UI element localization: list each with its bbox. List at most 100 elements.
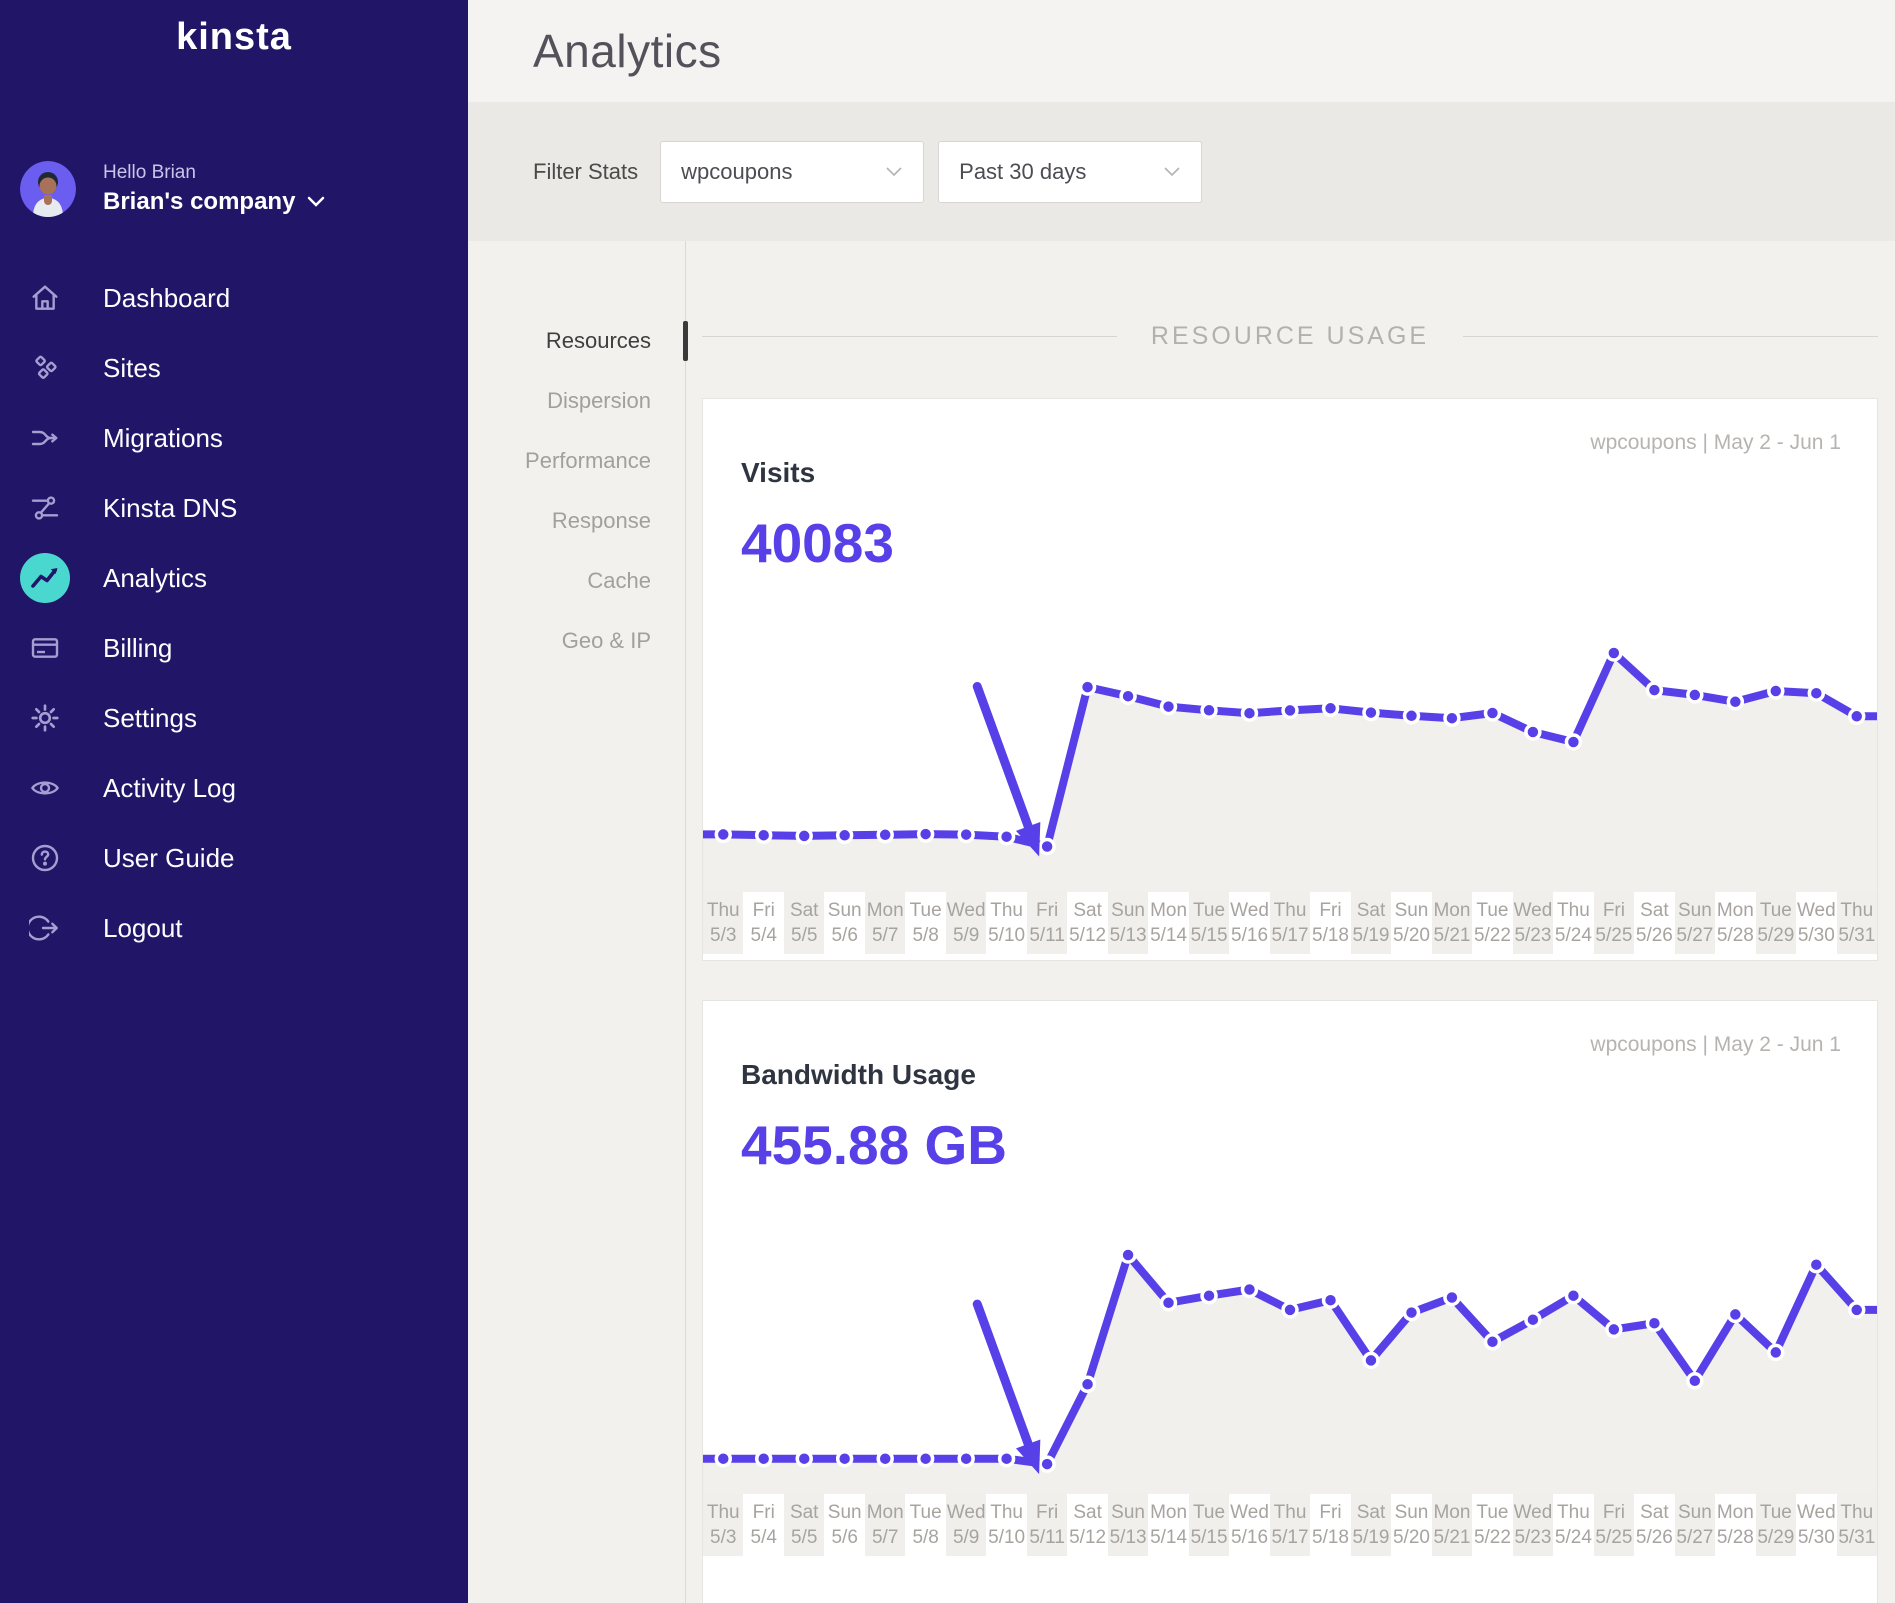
migrations-icon — [20, 413, 70, 463]
x-axis-label: Thu5/10 — [986, 892, 1026, 954]
bandwidth-line-chart — [703, 1191, 1877, 1494]
x-axis-label: Mon5/21 — [1432, 892, 1472, 954]
x-axis-label: Wed5/23 — [1513, 1494, 1553, 1556]
sidebar-item-label: Migrations — [103, 423, 223, 454]
subnav-item-geo-ip[interactable]: Geo & IP — [468, 619, 685, 663]
x-axis-label: Sun5/20 — [1391, 892, 1431, 954]
chevron-down-icon — [1163, 166, 1181, 177]
date-range-dropdown[interactable]: Past 30 days — [938, 141, 1202, 203]
x-axis-label: Mon5/21 — [1432, 1494, 1472, 1556]
x-axis-label: Wed5/23 — [1513, 892, 1553, 954]
bandwidth-total-value: 455.88 GB — [741, 1113, 1007, 1177]
sidebar-item-billing[interactable]: Billing — [0, 613, 468, 683]
date-range-dropdown-value: Past 30 days — [959, 159, 1086, 185]
visits-card: wpcoupons | May 2 - Jun 1 Visits 40083 T… — [702, 398, 1878, 961]
x-axis-label: Mon5/28 — [1715, 892, 1755, 954]
sidebar-item-label: Dashboard — [103, 283, 230, 314]
eye-icon — [20, 763, 70, 813]
sidebar-item-dashboard[interactable]: Dashboard — [0, 263, 468, 333]
x-axis-label: Tue5/15 — [1189, 1494, 1229, 1556]
visits-card-meta: wpcoupons | May 2 - Jun 1 — [1590, 431, 1841, 455]
x-axis-label: Sat5/26 — [1634, 1494, 1674, 1556]
x-axis-label: Fri5/18 — [1310, 1494, 1350, 1556]
x-axis-label: Wed5/9 — [946, 892, 986, 954]
x-axis-label: Fri5/25 — [1594, 892, 1634, 954]
x-axis-label: Sat5/19 — [1351, 1494, 1391, 1556]
sidebar-nav: Dashboard Sites Migrations — [0, 263, 468, 963]
sidebar-item-settings[interactable]: Settings — [0, 683, 468, 753]
x-axis-label: Fri5/11 — [1027, 892, 1067, 954]
sidebar-item-activity-log[interactable]: Activity Log — [0, 753, 468, 823]
sidebar-item-label: Settings — [103, 703, 197, 734]
x-axis-label: Sat5/12 — [1067, 1494, 1107, 1556]
chevron-down-icon[interactable] — [307, 196, 325, 208]
x-axis-label: Sun5/13 — [1108, 892, 1148, 954]
x-axis-label: Fri5/4 — [743, 892, 783, 954]
sidebar-item-kinsta-dns[interactable]: Kinsta DNS — [0, 473, 468, 543]
sidebar-item-label: Sites — [103, 353, 161, 384]
site-dropdown[interactable]: wpcoupons — [660, 141, 924, 203]
sidebar-item-analytics[interactable]: Analytics — [0, 543, 468, 613]
x-axis-label: Fri5/11 — [1027, 1494, 1067, 1556]
x-axis-label: Sun5/6 — [824, 1494, 864, 1556]
heading-rule-right — [1463, 336, 1878, 337]
sidebar-item-label: User Guide — [103, 843, 235, 874]
sidebar-item-label: Analytics — [103, 563, 207, 594]
x-axis-label: Sun5/27 — [1675, 1494, 1715, 1556]
subnav-item-resources[interactable]: Resources — [468, 319, 685, 363]
x-axis-label: Tue5/22 — [1472, 892, 1512, 954]
sidebar-item-label: Logout — [103, 913, 183, 944]
x-axis-label: Sun5/6 — [824, 892, 864, 954]
x-axis-label: Sun5/13 — [1108, 1494, 1148, 1556]
question-circle-icon — [20, 833, 70, 883]
sites-icon — [20, 343, 70, 393]
analytics-icon — [20, 553, 70, 603]
main-area: Analytics Filter Stats wpcoupons Past 30… — [468, 0, 1895, 1603]
x-axis-label: Mon5/14 — [1148, 892, 1188, 954]
subnav-item-response[interactable]: Response — [468, 499, 685, 543]
x-axis-label: Tue5/15 — [1189, 892, 1229, 954]
x-axis-label: Thu5/3 — [703, 1494, 743, 1556]
home-icon — [20, 273, 70, 323]
sidebar-item-user-guide[interactable]: User Guide — [0, 823, 468, 893]
x-axis-label: Wed5/30 — [1796, 892, 1836, 954]
bandwidth-card-meta: wpcoupons | May 2 - Jun 1 — [1590, 1033, 1841, 1057]
x-axis-label: Sun5/20 — [1391, 1494, 1431, 1556]
bandwidth-card-title: Bandwidth Usage — [741, 1059, 976, 1091]
x-axis-label: Thu5/24 — [1553, 1494, 1593, 1556]
gear-icon — [20, 693, 70, 743]
subnav-item-dispersion[interactable]: Dispersion — [468, 379, 685, 423]
x-axis-label: Wed5/30 — [1796, 1494, 1836, 1556]
subnav-item-performance[interactable]: Performance — [468, 439, 685, 483]
account-switcher[interactable]: Hello Brian Brian's company — [20, 161, 468, 217]
x-axis-label: Sat5/26 — [1634, 892, 1674, 954]
sidebar-item-logout[interactable]: Logout — [0, 893, 468, 963]
x-axis-label: Tue5/8 — [905, 1494, 945, 1556]
x-axis-label: Sat5/12 — [1067, 892, 1107, 954]
visits-card-title: Visits — [741, 457, 815, 489]
kinsta-logo: kinsta — [0, 16, 468, 59]
billing-icon — [20, 623, 70, 673]
sidebar-item-label: Activity Log — [103, 773, 236, 804]
visits-x-axis: Thu5/3Fri5/4Sat5/5Sun5/6Mon5/7Tue5/8Wed5… — [703, 892, 1877, 954]
content-area: Resources Dispersion Performance Respons… — [468, 241, 1895, 1603]
x-axis-label: Thu5/3 — [703, 892, 743, 954]
x-axis-label: Wed5/16 — [1229, 1494, 1269, 1556]
x-axis-label: Thu5/31 — [1837, 1494, 1877, 1556]
sidebar: kinsta Hello Brian Brian's company — [0, 0, 468, 1603]
subnav-item-cache[interactable]: Cache — [468, 559, 685, 603]
x-axis-label: Thu5/24 — [1553, 892, 1593, 954]
visits-line-chart — [703, 589, 1877, 892]
x-axis-label: Tue5/22 — [1472, 1494, 1512, 1556]
site-dropdown-value: wpcoupons — [681, 159, 792, 185]
sidebar-item-label: Kinsta DNS — [103, 493, 237, 524]
sidebar-item-migrations[interactable]: Migrations — [0, 403, 468, 473]
arrow-annotation — [977, 1304, 1030, 1450]
sidebar-item-sites[interactable]: Sites — [0, 333, 468, 403]
dns-icon — [20, 483, 70, 533]
sidebar-item-label: Billing — [103, 633, 172, 664]
x-axis-label: Mon5/14 — [1148, 1494, 1188, 1556]
logout-icon — [20, 903, 70, 953]
x-axis-label: Tue5/29 — [1756, 892, 1796, 954]
x-axis-label: Sat5/19 — [1351, 892, 1391, 954]
